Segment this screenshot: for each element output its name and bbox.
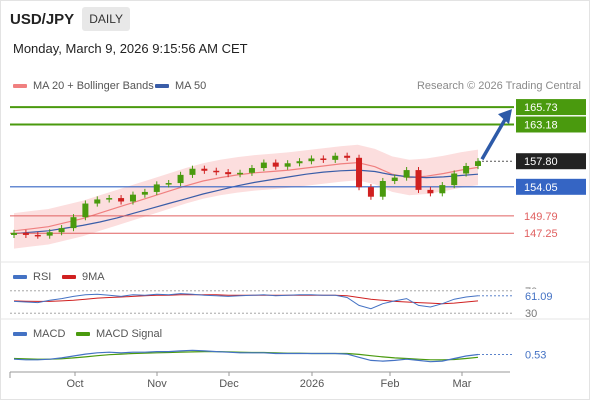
projection-arrow-shaft — [480, 115, 509, 161]
candle-body — [451, 173, 458, 186]
candle-body — [189, 168, 196, 175]
rsi-ma-swatch — [62, 275, 76, 279]
candle-body — [272, 162, 279, 167]
candle-body — [11, 232, 17, 235]
x-tick-label: Nov — [147, 378, 167, 390]
legend-rsi-label: RSI — [33, 271, 52, 283]
legend-macd-signal-label: MACD Signal — [96, 328, 163, 340]
target-level-label: 163.18 — [524, 119, 558, 131]
rsi-level-label: 30 — [525, 308, 537, 320]
candle-body — [82, 203, 89, 218]
candle-body — [356, 157, 363, 188]
candle-body — [129, 194, 136, 202]
ma20-swatch — [13, 84, 27, 88]
candle-body — [379, 181, 386, 197]
candle-body — [58, 228, 65, 233]
candle-body — [177, 174, 184, 184]
support-level-label: 147.25 — [524, 228, 558, 240]
x-tick-label: Oct — [66, 378, 83, 390]
legend-rsi-ma-label: 9MA — [82, 271, 105, 283]
rsi-line — [13, 293, 479, 310]
legend-rsi[interactable]: RSI — [13, 271, 51, 283]
candle-body — [463, 165, 470, 174]
legend-ma50[interactable]: MA 50 — [155, 80, 206, 92]
candle-body — [70, 217, 77, 229]
candle-body — [320, 158, 327, 160]
legend-macd-label: MACD — [33, 328, 66, 340]
candle-body — [403, 170, 410, 178]
candle-body — [439, 185, 446, 194]
ma50-line — [13, 169, 479, 235]
legend-rsi-ma[interactable]: 9MA — [62, 271, 105, 283]
rsi-last-bg — [518, 288, 556, 303]
target-level-tag — [516, 99, 586, 116]
legend-ma20[interactable]: MA 20 + Bollinger Bands — [13, 80, 154, 92]
copyright-text: Research © 2026 Trading Central — [416, 80, 581, 92]
candle-body — [225, 172, 232, 175]
candle-body — [332, 155, 339, 160]
macd-signal-swatch — [76, 332, 90, 336]
legend-macd[interactable]: MACD — [13, 328, 65, 340]
candle-body — [153, 184, 160, 192]
candle-body — [367, 187, 374, 197]
candle-body — [296, 161, 303, 164]
ma50-swatch — [155, 84, 169, 88]
macd-swatch — [13, 332, 27, 336]
candle-body — [213, 170, 220, 173]
rsi-swatch — [13, 275, 27, 279]
x-tick-label: Feb — [381, 378, 400, 390]
candle-body — [344, 155, 351, 158]
current-price-tag — [516, 153, 586, 170]
candle-body — [308, 158, 315, 162]
macd-last-value: 0.53 — [525, 350, 546, 362]
candle-body — [141, 191, 148, 195]
candle-body — [391, 177, 398, 182]
candle-body — [475, 161, 481, 166]
candle-body — [34, 234, 41, 237]
x-tick-label: 2026 — [300, 378, 324, 390]
x-tick-label: Mar — [453, 378, 472, 390]
candle-body — [237, 172, 244, 175]
pivot-level-tag — [516, 178, 586, 195]
legend-ma20-label: MA 20 + Bollinger Bands — [33, 80, 154, 92]
candle-body — [284, 163, 291, 167]
candle-body — [201, 168, 208, 171]
candle-body — [165, 183, 172, 185]
candle-body — [260, 162, 267, 169]
candle-body — [46, 232, 53, 236]
support-level-label: 149.79 — [524, 211, 558, 223]
legend-macd-signal[interactable]: MACD Signal — [76, 328, 162, 340]
projection-arrow-head — [498, 109, 512, 125]
candle-body — [22, 232, 29, 235]
pivot-level-label: 154.05 — [524, 182, 558, 194]
candle-body — [106, 198, 113, 200]
target-level-tag — [516, 116, 586, 133]
candle-body — [427, 189, 434, 194]
macd-line — [13, 349, 479, 363]
legend-ma50-label: MA 50 — [175, 80, 207, 92]
target-level-label: 165.73 — [524, 102, 558, 114]
current-price-label: 157.80 — [524, 156, 558, 168]
symbol-title: USD/JPY — [10, 10, 75, 28]
timeframe-badge[interactable]: DAILY — [82, 7, 130, 31]
chart-header: USD/JPY DAILY — [10, 7, 130, 31]
candle-body — [248, 168, 255, 173]
x-tick-label: Dec — [219, 378, 239, 390]
candle-body — [118, 198, 125, 202]
rsi-last-value: 61.09 — [525, 291, 553, 303]
timestamp: Monday, March 9, 2026 9:15:56 AM CET — [13, 41, 248, 56]
candle-body — [415, 170, 422, 190]
candle-body — [94, 199, 101, 204]
